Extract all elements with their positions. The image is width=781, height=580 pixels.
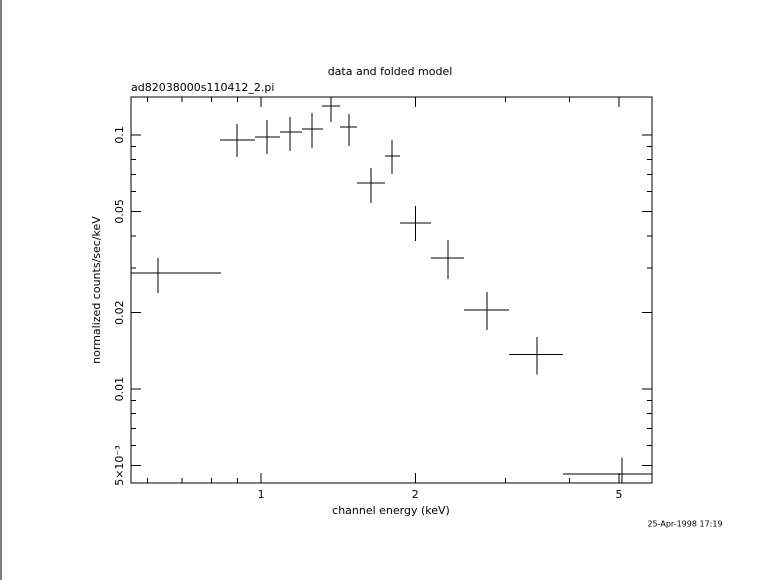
chart-subtitle: ad82038000s110412_2.pi	[131, 81, 274, 94]
chart-title: data and folded model	[328, 65, 453, 78]
y-tick-label: 0.1	[113, 126, 126, 144]
x-tick-label: 1	[258, 488, 265, 501]
timestamp: 25-Apr-1998 17:19	[647, 520, 722, 529]
plot-frame	[130, 96, 653, 484]
y-tick-label: 0.01	[113, 377, 126, 402]
x-tick-label: 5	[615, 488, 622, 501]
y-tick-label: 0.02	[113, 300, 126, 325]
y-tick-label: 0.05	[113, 199, 126, 224]
y-axis-label: normalized counts/sec/keV	[90, 216, 103, 364]
x-tick-label: 2	[412, 488, 419, 501]
y-tick-label: 5×10⁻³	[113, 445, 126, 485]
x-axis-label: channel energy (keV)	[332, 504, 450, 517]
